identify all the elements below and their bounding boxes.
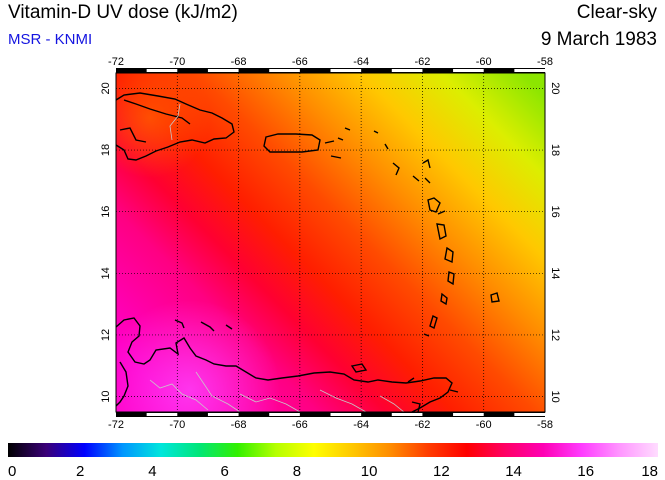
frame-bar-segment bbox=[330, 413, 362, 416]
lon-tick-label-bottom: -64 bbox=[353, 419, 369, 431]
frame-bar-segment bbox=[391, 413, 423, 416]
sky-condition: Clear-sky bbox=[576, 2, 657, 23]
colorbar-tick-label: 2 bbox=[76, 463, 84, 480]
leeward-islands bbox=[373, 130, 431, 184]
margarita-trinidad bbox=[350, 363, 459, 412]
country-borders bbox=[149, 103, 405, 412]
frame-bar-segment bbox=[146, 69, 178, 72]
lon-tick-label-bottom: -58 bbox=[537, 419, 553, 431]
frame-bar-segment bbox=[269, 69, 300, 72]
uv-dose-field bbox=[116, 73, 545, 412]
colorbar-tick-label: 0 bbox=[8, 463, 16, 480]
lon-tick-label-top: -66 bbox=[292, 56, 308, 68]
puerto-rico-coast bbox=[263, 133, 321, 153]
frame-bar-segment bbox=[391, 69, 423, 72]
lon-tick-label-top: -62 bbox=[414, 56, 430, 68]
colorbar-tick-labels: 0 2 4 6 8 10 12 14 16 18 bbox=[8, 463, 658, 480]
dominica-martinique bbox=[436, 223, 454, 264]
lat-tick-label-left: 12 bbox=[100, 329, 112, 341]
aruba-curacao bbox=[174, 319, 233, 332]
lon-tick-label-top: -60 bbox=[476, 56, 492, 68]
colorbar bbox=[8, 443, 658, 457]
lat-tick-label-left: 18 bbox=[100, 144, 112, 156]
virgin-islands bbox=[324, 127, 351, 159]
lat-tick-label-right: 10 bbox=[549, 390, 561, 402]
lon-tick-label-bottom: -62 bbox=[414, 419, 430, 431]
latitude-ticks-left: 10 12 14 16 18 20 bbox=[100, 82, 112, 402]
lon-tick-label-bottom: -70 bbox=[169, 419, 185, 431]
lon-tick-label-bottom: -68 bbox=[231, 419, 247, 431]
lon-tick-label-top: -70 bbox=[169, 56, 185, 68]
frame-bar-segment bbox=[269, 413, 300, 416]
lon-tick-label-top: -68 bbox=[231, 56, 247, 68]
lon-tick-label-bottom: -72 bbox=[108, 419, 124, 431]
coastlines bbox=[116, 92, 500, 412]
lat-tick-label-right: 16 bbox=[549, 206, 561, 218]
lon-tick-label-bottom: -66 bbox=[292, 419, 308, 431]
frame-bar-segment bbox=[146, 413, 178, 416]
lat-tick-label-left: 16 bbox=[100, 206, 112, 218]
hispaniola-north-bay bbox=[123, 99, 191, 125]
frame-bar-segment bbox=[514, 69, 545, 72]
lon-tick-label-top: -64 bbox=[353, 56, 369, 68]
colorbar-tick-label: 14 bbox=[505, 463, 522, 480]
frame-bar-segment bbox=[207, 69, 239, 72]
colorbar-tick-label: 12 bbox=[433, 463, 450, 480]
st-lucia-st-vincent bbox=[440, 271, 500, 306]
map-source: MSR - KNMI bbox=[8, 31, 93, 48]
lat-tick-label-left: 10 bbox=[100, 390, 112, 402]
colorbar-tick-label: 18 bbox=[641, 463, 658, 480]
longitude-ticks-bottom: -72 -70 -68 -66 -64 -62 -60 -58 bbox=[108, 413, 553, 431]
grenada bbox=[423, 315, 438, 337]
longitude-ticks-top: -72 -70 -68 -66 -64 -62 -60 -58 bbox=[108, 56, 553, 72]
lake-maracaibo bbox=[116, 361, 129, 407]
map-date: 9 March 1983 bbox=[540, 29, 657, 50]
lat-tick-label-right: 12 bbox=[549, 329, 561, 341]
colorbar-tick-label: 8 bbox=[293, 463, 301, 480]
lat-tick-label-right: 20 bbox=[549, 82, 561, 94]
hispaniola-south bbox=[119, 127, 147, 143]
latitude-ticks-right: 10 12 14 16 18 20 bbox=[549, 82, 561, 402]
colorbar-tick-label: 6 bbox=[220, 463, 228, 480]
lat-tick-label-left: 14 bbox=[100, 267, 112, 279]
frame-bar-segment bbox=[330, 69, 362, 72]
frame-bar-segment bbox=[207, 413, 239, 416]
colorbar-tick-label: 4 bbox=[148, 463, 156, 480]
lat-tick-label-right: 18 bbox=[549, 144, 561, 156]
lon-tick-label-top: -58 bbox=[537, 56, 553, 68]
frame-bar-segment bbox=[453, 69, 484, 72]
lon-tick-label-top: -72 bbox=[108, 56, 124, 68]
frame-bar-segment bbox=[514, 413, 545, 416]
venezuela-coast bbox=[116, 317, 453, 412]
colorbar-tick-label: 10 bbox=[361, 463, 378, 480]
colorbar-tick-label: 16 bbox=[577, 463, 594, 480]
lon-tick-label-bottom: -60 bbox=[476, 419, 492, 431]
map-title: Vitamin-D UV dose (kJ/m2) bbox=[8, 2, 238, 23]
lat-tick-label-right: 14 bbox=[549, 267, 561, 279]
lat-tick-label-left: 20 bbox=[100, 82, 112, 94]
frame-bar-segment bbox=[453, 413, 484, 416]
hispaniola-coast bbox=[116, 92, 235, 161]
graticule bbox=[116, 73, 545, 412]
guadeloupe bbox=[427, 197, 446, 215]
